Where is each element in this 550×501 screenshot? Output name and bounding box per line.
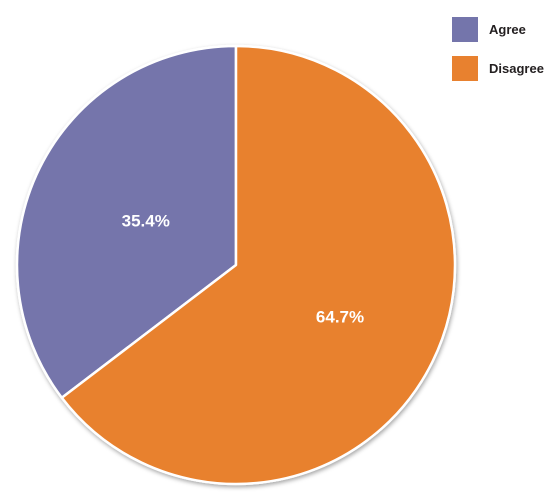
legend-label-disagree: Disagree	[489, 61, 544, 76]
slice-label-agree: 35.4%	[122, 211, 170, 230]
pie-slice-agree	[15, 44, 238, 399]
legend-swatch-disagree	[452, 56, 478, 81]
legend-swatch-agree	[452, 17, 478, 42]
legend: Agree Disagree	[452, 17, 544, 81]
pie-slice-disagree	[60, 44, 457, 486]
pie-group	[15, 44, 457, 486]
slice-label-disagree: 64.7%	[316, 308, 364, 327]
legend-label-agree: Agree	[489, 22, 526, 37]
